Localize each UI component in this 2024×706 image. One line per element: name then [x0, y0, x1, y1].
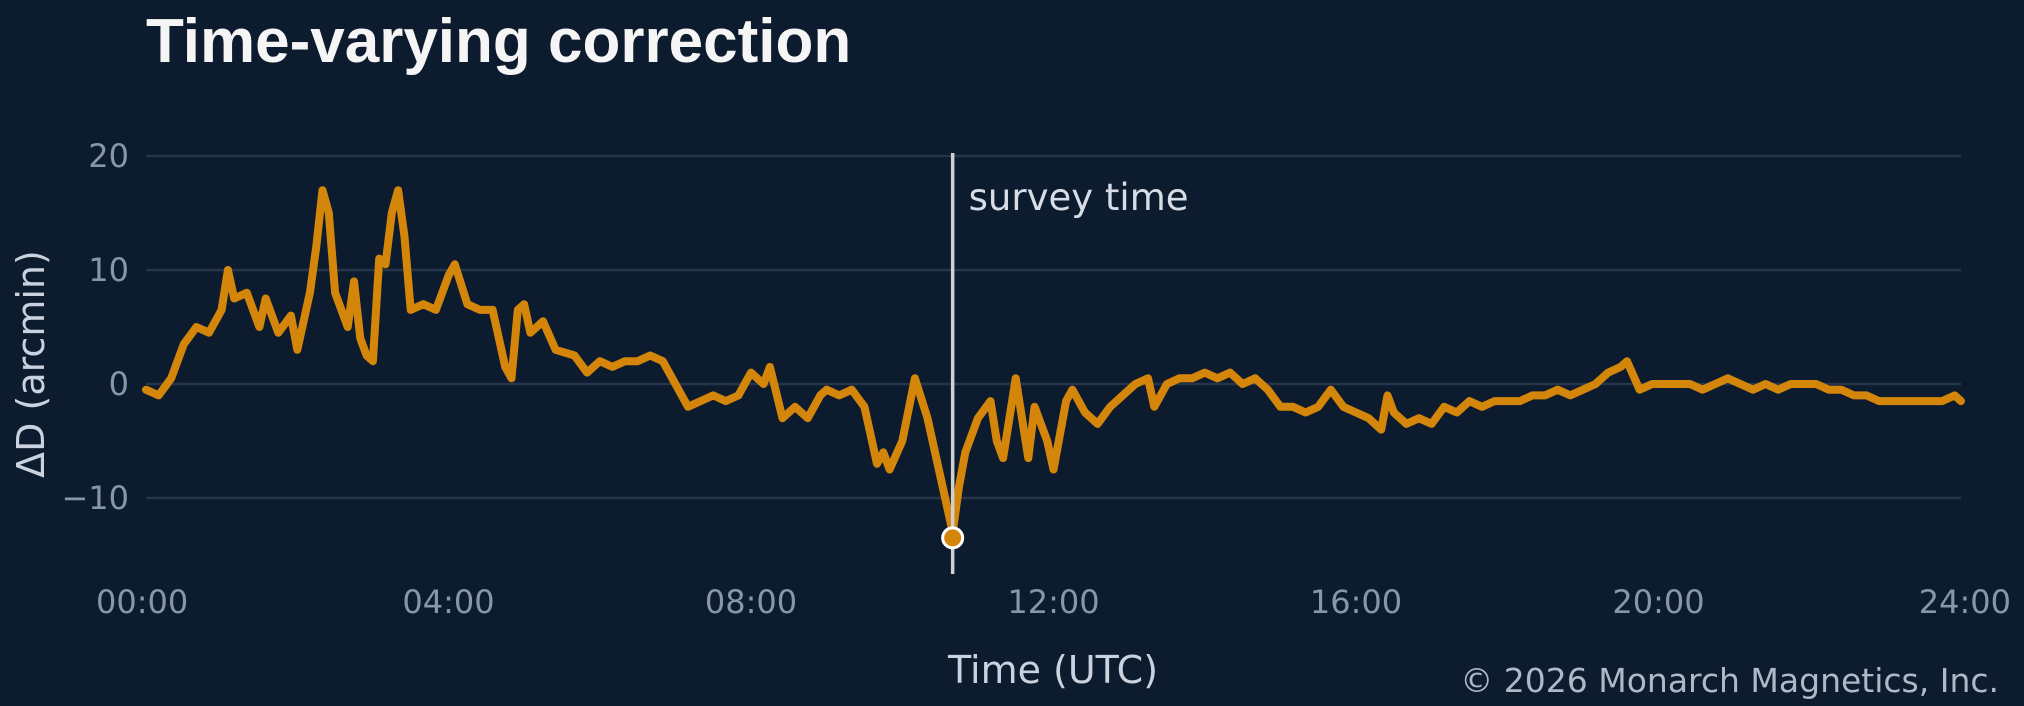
- x-tick-label: 16:00: [1310, 583, 1402, 621]
- y-tick-labels: 20 10 0 −10: [61, 137, 129, 517]
- survey-annotation: survey time: [941, 153, 1189, 574]
- y-tick-label: 0: [109, 365, 129, 403]
- y-tick-label: −10: [61, 479, 129, 517]
- series-line-0: [142, 186, 1965, 537]
- y-axis-label: ΔD (arcmin): [9, 250, 53, 478]
- x-tick-label: 24:00: [1919, 583, 2011, 621]
- copyright-credit: © 2026 Monarch Magnetics, Inc.: [1460, 661, 1999, 700]
- x-tick-labels: 00:00 04:00 08:00 12:00 16:00 20:00 24:00: [96, 583, 2011, 621]
- x-tick-label: 12:00: [1007, 583, 1099, 621]
- x-tick-label: 08:00: [705, 583, 797, 621]
- y-tick-label: 10: [88, 251, 129, 289]
- x-tick-label: 04:00: [402, 583, 494, 621]
- y-tick-label: 20: [88, 137, 129, 175]
- x-tick-label: 20:00: [1612, 583, 1704, 621]
- series-group: [142, 186, 1965, 537]
- x-tick-label: 00:00: [96, 583, 188, 621]
- x-axis-label: Time (UTC): [947, 648, 1158, 692]
- chart-title: Time-varying correction: [146, 7, 851, 76]
- survey-point-marker: [941, 526, 965, 550]
- survey-time-label: survey time: [969, 176, 1189, 219]
